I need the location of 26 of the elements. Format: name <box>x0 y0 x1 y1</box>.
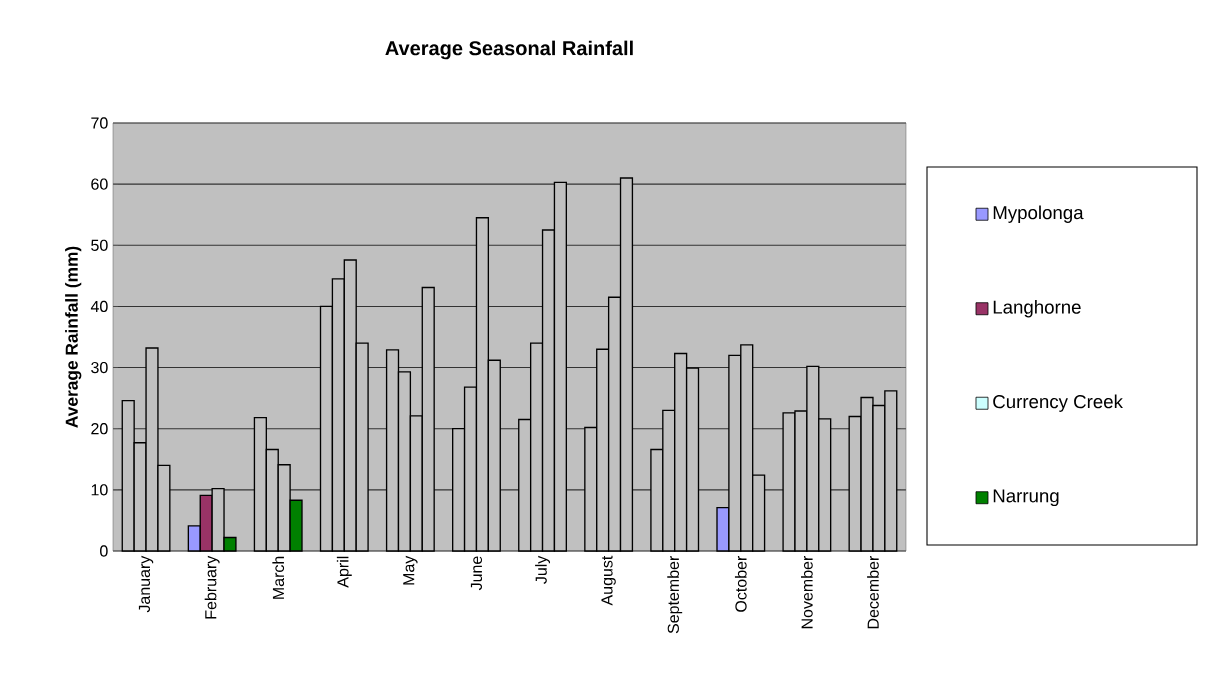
y-tick-label: 50 <box>91 239 108 251</box>
x-tick-label: March <box>272 556 285 599</box>
x-tick-label: January <box>138 555 154 613</box>
y-tick-label: 60 <box>91 178 108 190</box>
x-tick-label: November <box>801 555 813 629</box>
y-tick-label: 0 <box>100 545 108 557</box>
x-tick-label: April <box>336 556 352 588</box>
x-tick-label: August <box>601 555 616 606</box>
x-tick-label: December <box>867 555 879 629</box>
y-axis-title: Average Rainfall (mm) <box>65 246 82 428</box>
x-tick-label: July <box>535 555 551 584</box>
legend-label: Narrung <box>993 489 1059 507</box>
y-tick-label: 40 <box>90 300 108 313</box>
x-tick-label: June <box>470 556 483 591</box>
y-tick-label: 20 <box>91 423 108 435</box>
chart-title: Average Seasonal Rainfall <box>385 40 633 60</box>
y-tick-label: 70 <box>91 117 108 129</box>
legend-label: Currency Creek <box>993 394 1123 412</box>
x-tick-label: October <box>734 555 747 612</box>
x-tick-label: February <box>204 555 220 619</box>
y-tick-label: 30 <box>91 361 108 374</box>
x-tick-label: September <box>667 555 683 634</box>
legend-label: Mypolonga <box>993 205 1084 223</box>
x-tick-label: May <box>403 555 418 585</box>
legend-label: Langhorne <box>993 300 1081 318</box>
y-tick-label: 10 <box>91 484 108 496</box>
